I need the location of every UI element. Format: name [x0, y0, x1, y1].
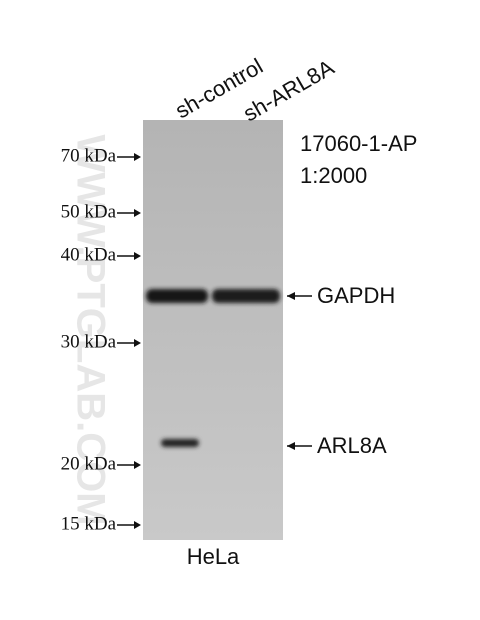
bands: [146, 289, 280, 447]
dilution: 1:2000: [300, 163, 367, 188]
marker-ladder: 70 kDa 50 kDa 40 kDa 30 kDa 20 kDa 15 kDa: [61, 145, 141, 534]
marker-label: 30 kDa: [61, 331, 117, 352]
marker-arrowhead: [134, 252, 141, 260]
gapdh-band-lane2: [212, 289, 280, 303]
antibody: 17060-1-AP: [300, 131, 417, 156]
gapdh-band-lane1: [146, 289, 208, 303]
arl8a-band-lane1: [161, 439, 199, 447]
marker-arrowhead: [134, 153, 141, 161]
marker-label: 50 kDa: [61, 201, 117, 222]
marker-label: 15 kDa: [61, 513, 117, 534]
blot-membrane: [143, 120, 283, 540]
marker-label: 20 kDa: [61, 453, 117, 474]
watermark: WWW.PTGLAB.COM: [68, 134, 112, 525]
band-label: ARL8A: [317, 433, 387, 458]
marker-arrowhead: [134, 521, 141, 529]
marker-arrowhead: [134, 209, 141, 217]
band-arrow: [287, 442, 312, 450]
marker-label: 70 kDa: [61, 145, 117, 166]
band-arrow: [287, 292, 312, 300]
band-label: GAPDH: [317, 283, 395, 308]
marker-label: 40 kDa: [61, 244, 117, 265]
sample-label: HeLa: [187, 544, 240, 569]
marker-arrowhead: [134, 339, 141, 347]
marker-arrowhead: [134, 461, 141, 469]
